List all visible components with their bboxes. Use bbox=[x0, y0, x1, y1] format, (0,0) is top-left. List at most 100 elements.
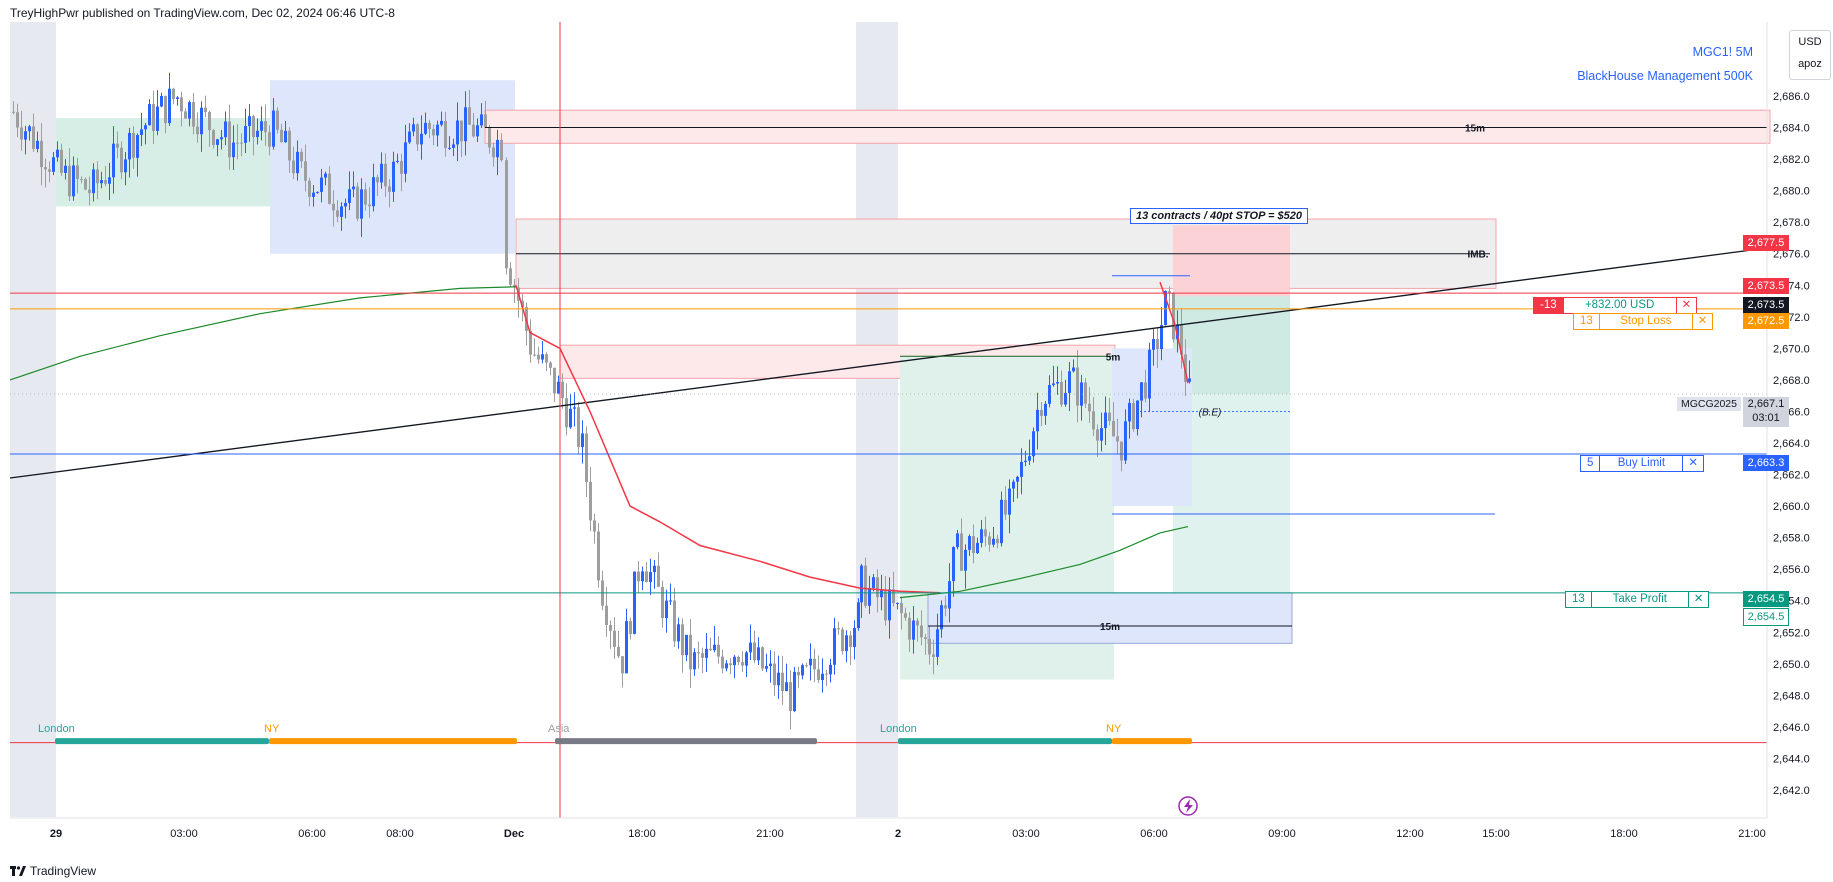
candle bbox=[565, 383, 568, 436]
price-tick-label: 2,652.0 bbox=[1773, 627, 1810, 639]
candle-body bbox=[152, 104, 155, 131]
candle-body bbox=[1172, 292, 1175, 340]
candle-body bbox=[356, 186, 359, 219]
candle bbox=[216, 138, 219, 157]
candle bbox=[841, 627, 844, 655]
candle-body bbox=[1168, 290, 1171, 293]
candle bbox=[336, 200, 339, 223]
close-buy-limit-icon[interactable]: ✕ bbox=[1682, 456, 1703, 471]
candle bbox=[701, 647, 704, 674]
candle-body bbox=[892, 589, 895, 603]
candle bbox=[1132, 398, 1135, 432]
tradingview-footer[interactable]: TradingView bbox=[10, 864, 96, 878]
candle bbox=[697, 641, 700, 669]
candle bbox=[324, 171, 327, 186]
candle-body bbox=[1152, 338, 1155, 350]
close-stop-loss-icon[interactable]: ✕ bbox=[1691, 314, 1713, 329]
candle-body bbox=[884, 589, 887, 621]
candle-body bbox=[617, 646, 620, 657]
ema-line-2 bbox=[899, 526, 1189, 599]
candle-body bbox=[1060, 382, 1063, 405]
bar-countdown: 03:01 bbox=[1752, 412, 1780, 424]
candle bbox=[204, 95, 207, 118]
stop-loss-order-line[interactable]: 13 Stop Loss ✕ bbox=[1573, 313, 1714, 330]
close-position-icon[interactable]: ✕ bbox=[1675, 298, 1697, 313]
session-label-asia: Asia bbox=[548, 723, 570, 735]
candle bbox=[368, 187, 371, 218]
candle bbox=[1152, 328, 1155, 366]
candle-body bbox=[789, 682, 792, 711]
candle bbox=[597, 523, 600, 588]
candle-body bbox=[853, 628, 856, 648]
candle bbox=[460, 120, 463, 158]
candle bbox=[537, 346, 540, 364]
candle bbox=[64, 159, 67, 180]
candle bbox=[513, 278, 516, 304]
candle-body bbox=[625, 621, 628, 674]
candle bbox=[16, 103, 19, 138]
zone-boxes bbox=[56, 80, 1771, 680]
candle-body bbox=[1000, 499, 1003, 544]
candle bbox=[721, 649, 724, 674]
candle-body bbox=[1020, 461, 1023, 477]
candle bbox=[384, 153, 387, 198]
candle-body bbox=[300, 151, 303, 162]
candle bbox=[232, 125, 235, 171]
candle bbox=[805, 662, 808, 668]
candle-body bbox=[28, 126, 31, 132]
candle bbox=[741, 651, 744, 672]
candle-body bbox=[224, 121, 227, 138]
candle-body bbox=[609, 625, 612, 631]
candle-body bbox=[488, 127, 491, 148]
candle-body bbox=[896, 602, 899, 604]
candle-body bbox=[916, 620, 919, 626]
candle-body bbox=[176, 97, 179, 99]
candle bbox=[1128, 398, 1131, 439]
candle bbox=[420, 115, 423, 160]
candle bbox=[308, 177, 311, 207]
candle bbox=[908, 612, 911, 652]
axes: 2,686.0 2,684.0 2,682.0 2,680.0 2,678.0 2,676… bbox=[10, 22, 1810, 840]
candle bbox=[904, 607, 907, 621]
take-profit-order-line[interactable]: 13 Take Profit ✕ bbox=[1565, 591, 1710, 608]
candle bbox=[888, 577, 891, 639]
candle bbox=[860, 564, 863, 618]
candle bbox=[172, 87, 175, 105]
session-bar-london-2 bbox=[898, 738, 1112, 745]
session-label-london-2: London bbox=[880, 723, 917, 735]
candle bbox=[208, 110, 211, 147]
candle bbox=[436, 120, 439, 147]
candle bbox=[104, 165, 107, 187]
candle-body bbox=[204, 107, 207, 113]
candle-body bbox=[968, 536, 971, 550]
lightning-icon[interactable] bbox=[1178, 796, 1198, 816]
candle bbox=[256, 118, 259, 145]
candle bbox=[573, 392, 576, 427]
candle-body bbox=[292, 160, 295, 174]
candle-body bbox=[677, 624, 680, 642]
candle-body bbox=[773, 663, 776, 686]
candle-body bbox=[984, 529, 987, 537]
candle-body bbox=[872, 577, 875, 589]
risk-note[interactable]: 13 contracts / 40pt STOP = $520 bbox=[1130, 208, 1308, 224]
buy-limit-order-line[interactable]: 5 Buy Limit ✕ bbox=[1580, 455, 1705, 472]
candle-body bbox=[1108, 412, 1111, 421]
close-take-profit-icon[interactable]: ✕ bbox=[1687, 592, 1709, 607]
candle bbox=[1144, 369, 1147, 403]
candle bbox=[952, 546, 955, 597]
candle bbox=[857, 598, 860, 631]
candle bbox=[649, 558, 652, 596]
candle bbox=[884, 576, 887, 626]
candle-body bbox=[260, 121, 263, 131]
candle-body bbox=[240, 142, 243, 144]
candle-body bbox=[468, 107, 471, 125]
candle bbox=[569, 394, 572, 429]
candle bbox=[84, 177, 87, 191]
currency-button[interactable]: USD apoz bbox=[1789, 30, 1831, 80]
candle-body bbox=[785, 682, 788, 692]
candle bbox=[661, 580, 664, 628]
candle-body bbox=[268, 132, 271, 147]
candle bbox=[625, 608, 628, 674]
position-order-line[interactable]: -13 +832.00 USD ✕ bbox=[1533, 297, 1698, 314]
